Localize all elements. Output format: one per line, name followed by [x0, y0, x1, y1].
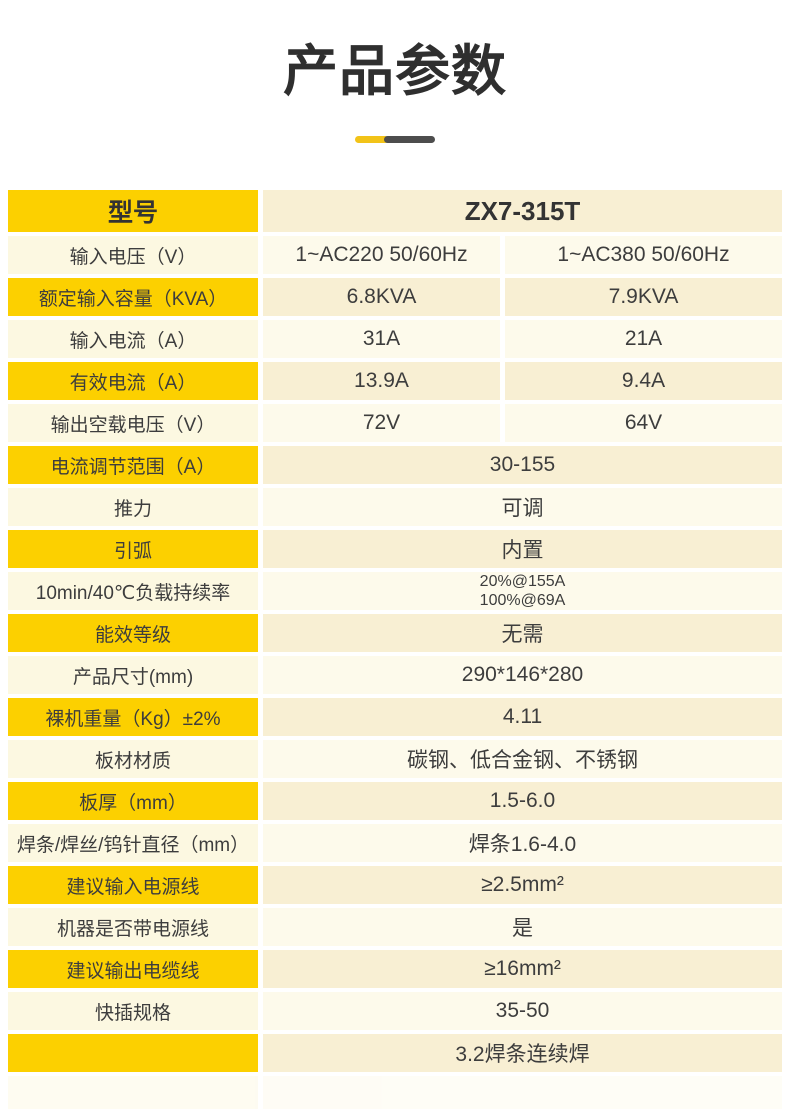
- spec-row-value: 31A: [263, 320, 500, 358]
- spec-row: 电流调节范围（A） 30-155: [8, 446, 782, 484]
- spec-row-value: 1~AC380 50/60Hz: [505, 236, 782, 274]
- spec-row-label: 板材材质: [8, 740, 258, 778]
- spec-row-value: 碳钢、低合金钢、不锈钢: [263, 740, 782, 778]
- spec-row: 建议输出电缆线 ≥16mm²: [8, 950, 782, 988]
- spec-row: 产品尺寸(mm) 290*146*280: [8, 656, 782, 694]
- spec-row-value: 6.8KVA: [263, 278, 500, 316]
- spec-row-value: 72V: [263, 404, 500, 442]
- spec-row: 板材材质 碳钢、低合金钢、不锈钢: [8, 740, 782, 778]
- spec-row-label: 产品尺寸(mm): [8, 656, 258, 694]
- spec-row-value: 64V: [505, 404, 782, 442]
- spec-row-value: 是: [263, 908, 782, 946]
- spec-row: 输入电流（A） 31A 21A: [8, 320, 782, 358]
- spec-row-value: 20%@155A 100%@69A: [263, 572, 782, 610]
- accent-bar-dark-segment: [384, 136, 435, 143]
- spec-row-label: 输入电流（A）: [8, 320, 258, 358]
- spec-row-label: 建议输入电源线: [8, 866, 258, 904]
- spec-row-label: 输出空载电压（V）: [8, 404, 258, 442]
- spec-row-value: ≥2.5mm²: [263, 866, 782, 904]
- spec-row: 10min/40℃负载持续率 20%@155A 100%@69A: [8, 572, 782, 610]
- spec-row-label: 快插规格: [8, 992, 258, 1030]
- spec-row-value: 7.9KVA: [505, 278, 782, 316]
- spec-row-value: 1~AC220 50/60Hz: [263, 236, 500, 274]
- spec-table: 型号 ZX7-315T 输入电压（V） 1~AC220 50/60Hz 1~AC380 …: [8, 190, 782, 1072]
- spec-row: 建议输入电源线 ≥2.5mm²: [8, 866, 782, 904]
- spec-row: 有效电流（A） 13.9A 9.4A: [8, 362, 782, 400]
- spec-row-value: 无需: [263, 614, 782, 652]
- spec-row-label: 有效电流（A）: [8, 362, 258, 400]
- page-title: 产品参数: [282, 40, 507, 102]
- spec-row-value: 4.11: [263, 698, 782, 736]
- spec-row-label: 引弧: [8, 530, 258, 568]
- spec-row: 裸机重量（Kg）±2% 4.11: [8, 698, 782, 736]
- partial-next-row: [8, 1076, 782, 1109]
- spec-row-value: ≥16mm²: [263, 950, 782, 988]
- title-accent-bar: [355, 136, 435, 144]
- spec-row: 输出空载电压（V） 72V 64V: [8, 404, 782, 442]
- spec-row-label: 建议输出电缆线: [8, 950, 258, 988]
- spec-row: 3.2焊条连续焊: [8, 1034, 782, 1072]
- partial-row-value-cell: [263, 1076, 782, 1109]
- spec-row-value: 21A: [505, 320, 782, 358]
- spec-row-value: 35-50: [263, 992, 782, 1030]
- spec-row: 板厚（mm） 1.5-6.0: [8, 782, 782, 820]
- spec-row: 能效等级 无需: [8, 614, 782, 652]
- spec-row-value: 内置: [263, 530, 782, 568]
- spec-row: 型号 ZX7-315T: [8, 190, 782, 232]
- spec-row-label: 机器是否带电源线: [8, 908, 258, 946]
- spec-row: 引弧 内置: [8, 530, 782, 568]
- spec-row-label: 裸机重量（Kg）±2%: [8, 698, 258, 736]
- spec-row-label: 额定输入容量（KVA）: [8, 278, 258, 316]
- spec-row-label: 电流调节范围（A）: [8, 446, 258, 484]
- spec-row: 推力 可调: [8, 488, 782, 526]
- spec-row-label: [8, 1034, 258, 1072]
- spec-row-label: 型号: [8, 190, 258, 232]
- spec-row-value: 9.4A: [505, 362, 782, 400]
- spec-row-label: 板厚（mm）: [8, 782, 258, 820]
- spec-row-value-line: 20%@155A: [479, 573, 566, 590]
- spec-row-value-line: 100%@69A: [479, 592, 566, 609]
- partial-row-label-cell: [8, 1076, 258, 1109]
- spec-row-value: 可调: [263, 488, 782, 526]
- spec-row-label: 能效等级: [8, 614, 258, 652]
- accent-bar-yellow-segment: [355, 136, 389, 143]
- spec-row-value: ZX7-315T: [263, 190, 782, 232]
- spec-row: 输入电压（V） 1~AC220 50/60Hz 1~AC380 50/60Hz: [8, 236, 782, 274]
- spec-row: 额定输入容量（KVA） 6.8KVA 7.9KVA: [8, 278, 782, 316]
- spec-row-value: 290*146*280: [263, 656, 782, 694]
- spec-row-label: 推力: [8, 488, 258, 526]
- spec-row-label: 10min/40℃负载持续率: [8, 572, 258, 610]
- spec-row-value: 1.5-6.0: [263, 782, 782, 820]
- spec-row: 焊条/焊丝/钨针直径（mm） 焊条1.6-4.0: [8, 824, 782, 862]
- spec-row: 机器是否带电源线是: [8, 908, 782, 946]
- spec-row: 快插规格 35-50: [8, 992, 782, 1030]
- spec-row-label: 输入电压（V）: [8, 236, 258, 274]
- spec-row-value: 13.9A: [263, 362, 500, 400]
- spec-row-value: 30-155: [263, 446, 782, 484]
- spec-row-label: 焊条/焊丝/钨针直径（mm）: [8, 824, 258, 862]
- spec-row-value: 焊条1.6-4.0: [263, 824, 782, 862]
- spec-row-value: 3.2焊条连续焊: [263, 1034, 782, 1072]
